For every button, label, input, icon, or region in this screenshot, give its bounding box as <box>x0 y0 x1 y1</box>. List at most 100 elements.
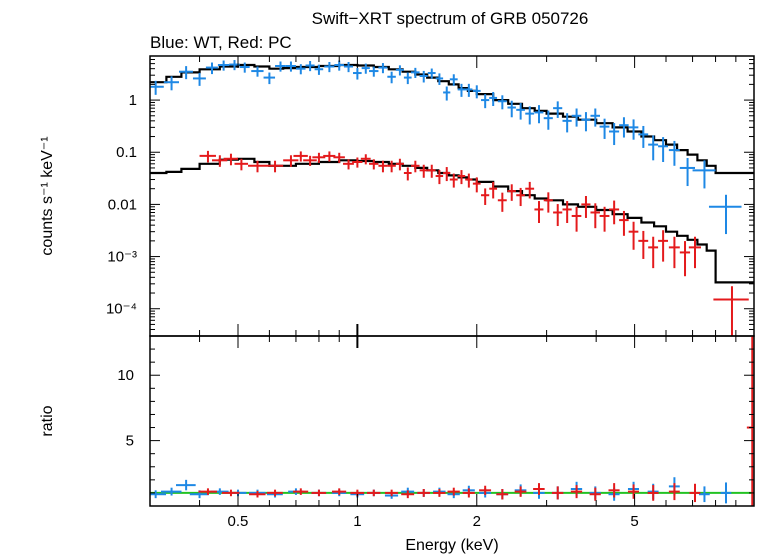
data-point-wt <box>465 83 473 97</box>
ratio-panel: 5 10 0.5 1 2 5 <box>117 335 755 530</box>
data-point-wt <box>419 70 428 83</box>
data-point-wt <box>571 108 582 127</box>
data-point-wt <box>403 72 412 85</box>
data-point-pc <box>562 201 572 224</box>
data-point-wt <box>275 61 286 72</box>
ratio-point-pc <box>417 489 430 497</box>
y-tick-label: 10⁻⁴ <box>106 301 137 318</box>
ratio-point-pc <box>462 488 475 498</box>
ratio-point-pc <box>249 490 266 498</box>
y-tick-label: 1 <box>129 92 137 109</box>
ratio-axis-label: ratio <box>39 405 56 436</box>
ratio-point-pc <box>311 489 327 497</box>
ratio-point-pc <box>447 487 460 496</box>
data-point-wt <box>343 62 354 73</box>
data-point-pc <box>312 152 326 163</box>
data-point-wt <box>562 113 572 133</box>
data-point-pc <box>543 192 553 213</box>
y-axis-ticks: 1 0.1 0.01 10⁻³ 10⁻⁴ <box>106 55 754 337</box>
data-point-pc <box>688 236 701 269</box>
data-point-wt <box>708 194 742 235</box>
data-point-pc <box>590 203 601 229</box>
data-point-pc <box>619 210 629 236</box>
data-point-pc <box>199 150 216 163</box>
ratio-frame <box>149 335 755 507</box>
data-point-pc <box>497 192 507 212</box>
data-point-pc <box>419 164 428 178</box>
data-point-pc <box>581 195 591 218</box>
y-axis-label: counts s⁻¹ keV⁻¹ <box>39 136 56 255</box>
ratio-point-wt <box>161 487 182 496</box>
data-point-pc <box>343 159 354 170</box>
ratio-point-pc <box>401 490 415 499</box>
ratio-point-pc <box>221 489 240 497</box>
ratio-point-pc <box>433 489 446 497</box>
x-tick-label: 1 <box>353 513 361 530</box>
data-point-pc <box>352 157 363 168</box>
spectrum-frame <box>149 55 755 337</box>
data-point-pc <box>333 152 345 163</box>
data-point-wt <box>378 63 388 74</box>
data-point-pc <box>648 236 659 269</box>
data-point-pc <box>403 167 412 181</box>
y-tick-label: 10⁻³ <box>107 249 137 266</box>
data-point-pc <box>378 160 388 173</box>
data-point-pc <box>427 164 436 178</box>
x-tick-label: 5 <box>630 513 638 530</box>
data-point-wt <box>658 137 669 163</box>
spectrum-panel: 1 0.1 0.01 10⁻³ 10⁻⁴ <box>106 55 755 337</box>
data-point-pc <box>293 151 308 162</box>
ratio-tick-label: 5 <box>126 433 134 450</box>
data-point-pc <box>212 155 228 167</box>
data-point-wt <box>205 62 218 75</box>
data-point-wt <box>285 61 296 72</box>
data-point-pc <box>369 159 379 170</box>
data-point-wt <box>692 160 716 189</box>
data-point-wt <box>507 100 516 118</box>
ratio-point-pc <box>570 485 583 499</box>
data-point-pc <box>303 155 317 166</box>
data-point-wt <box>353 67 362 80</box>
data-point-wt <box>239 62 250 73</box>
spectrum-data-points <box>150 60 749 336</box>
data-point-pc <box>472 177 481 193</box>
data-point-wt <box>648 135 659 161</box>
data-point-pc <box>443 167 451 182</box>
data-point-wt <box>295 64 306 75</box>
data-point-wt <box>543 110 553 130</box>
y-tick-label: 0.1 <box>116 144 137 161</box>
data-point-wt <box>489 91 498 107</box>
data-point-wt <box>361 63 370 74</box>
data-point-wt <box>599 118 610 139</box>
data-point-pc <box>525 181 535 199</box>
data-point-wt <box>150 80 164 95</box>
data-point-pc <box>628 221 639 250</box>
data-point-wt <box>590 108 601 127</box>
data-point-pc <box>609 200 620 225</box>
ratio-data-points <box>150 336 754 506</box>
data-point-pc <box>713 286 749 336</box>
data-point-wt <box>435 73 444 85</box>
data-point-pc <box>410 160 420 173</box>
ratio-point-pc <box>266 489 283 497</box>
ratio-point-pc <box>627 484 639 499</box>
data-point-pc <box>507 184 516 201</box>
ratio-point-pc <box>746 336 754 506</box>
data-point-pc <box>465 173 473 188</box>
data-point-pc <box>638 230 649 259</box>
data-point-wt <box>443 86 451 101</box>
data-point-pc <box>457 170 466 185</box>
ratio-point-pc <box>608 483 620 498</box>
data-point-pc <box>599 206 610 232</box>
ratio-point-pc <box>496 489 509 500</box>
ratio-point-pc <box>689 483 701 503</box>
data-point-wt <box>516 103 525 120</box>
data-point-pc <box>266 160 284 173</box>
data-point-wt <box>628 119 639 140</box>
data-point-wt <box>263 72 276 85</box>
data-point-wt <box>334 60 344 71</box>
data-point-wt <box>305 61 315 72</box>
data-point-wt <box>679 158 696 187</box>
ratio-point-pc <box>668 483 680 501</box>
ratio-point-pc <box>198 488 217 495</box>
